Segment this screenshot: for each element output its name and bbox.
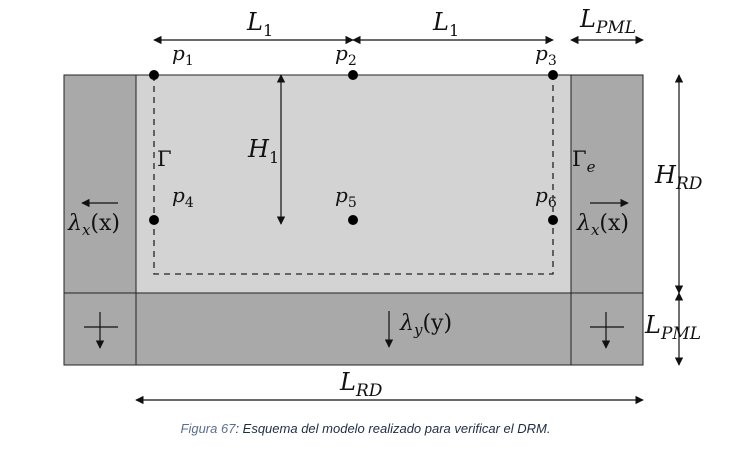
label-lpml-right: LPML	[644, 311, 701, 344]
right-pml-region	[570, 74, 644, 366]
label-lambda-x-right: λx(x)	[576, 211, 629, 239]
point-p1	[149, 70, 159, 80]
label-gamma: Γ	[157, 147, 172, 171]
caption-text: : Esquema del modelo realizado para veri…	[235, 421, 551, 436]
figure-caption: Figura 67: Esquema del modelo realizado …	[0, 421, 731, 436]
label-p3: p3	[535, 41, 557, 69]
label-lpml-top: LPML	[579, 5, 636, 38]
regular-domain	[135, 74, 572, 294]
point-p5	[348, 215, 358, 225]
label-p6: p6	[535, 183, 557, 211]
label-l1-left: L1	[246, 8, 273, 40]
label-h1: H1	[247, 135, 279, 167]
label-p1: p1	[172, 41, 194, 69]
point-p3	[548, 70, 558, 80]
bottom-pml-region	[135, 292, 572, 366]
label-p4: p4	[172, 183, 194, 211]
corner-pml-left-symbol	[84, 312, 118, 349]
drm-model-diagram: p1 p2 p3 p4 p5 p6 Γ Γe L1 L1 LPML HRD LP…	[63, 5, 703, 405]
label-gamma-e: Γe	[572, 147, 596, 176]
label-p2: p2	[335, 41, 357, 69]
label-lrd: LRD	[339, 368, 383, 401]
point-p4	[149, 215, 159, 225]
corner-pml-right-symbol	[590, 312, 624, 349]
label-lambda-x-left: λx(x)	[67, 211, 120, 239]
point-p2	[348, 70, 358, 80]
label-l1-right: L1	[432, 8, 459, 40]
label-p5: p5	[335, 183, 357, 211]
label-hrd: HRD	[654, 161, 703, 194]
drm-boundary-dashed	[153, 75, 554, 275]
label-lambda-y: λy(y)	[399, 311, 452, 339]
caption-label: Figura 67	[180, 421, 236, 436]
point-p6	[548, 215, 558, 225]
